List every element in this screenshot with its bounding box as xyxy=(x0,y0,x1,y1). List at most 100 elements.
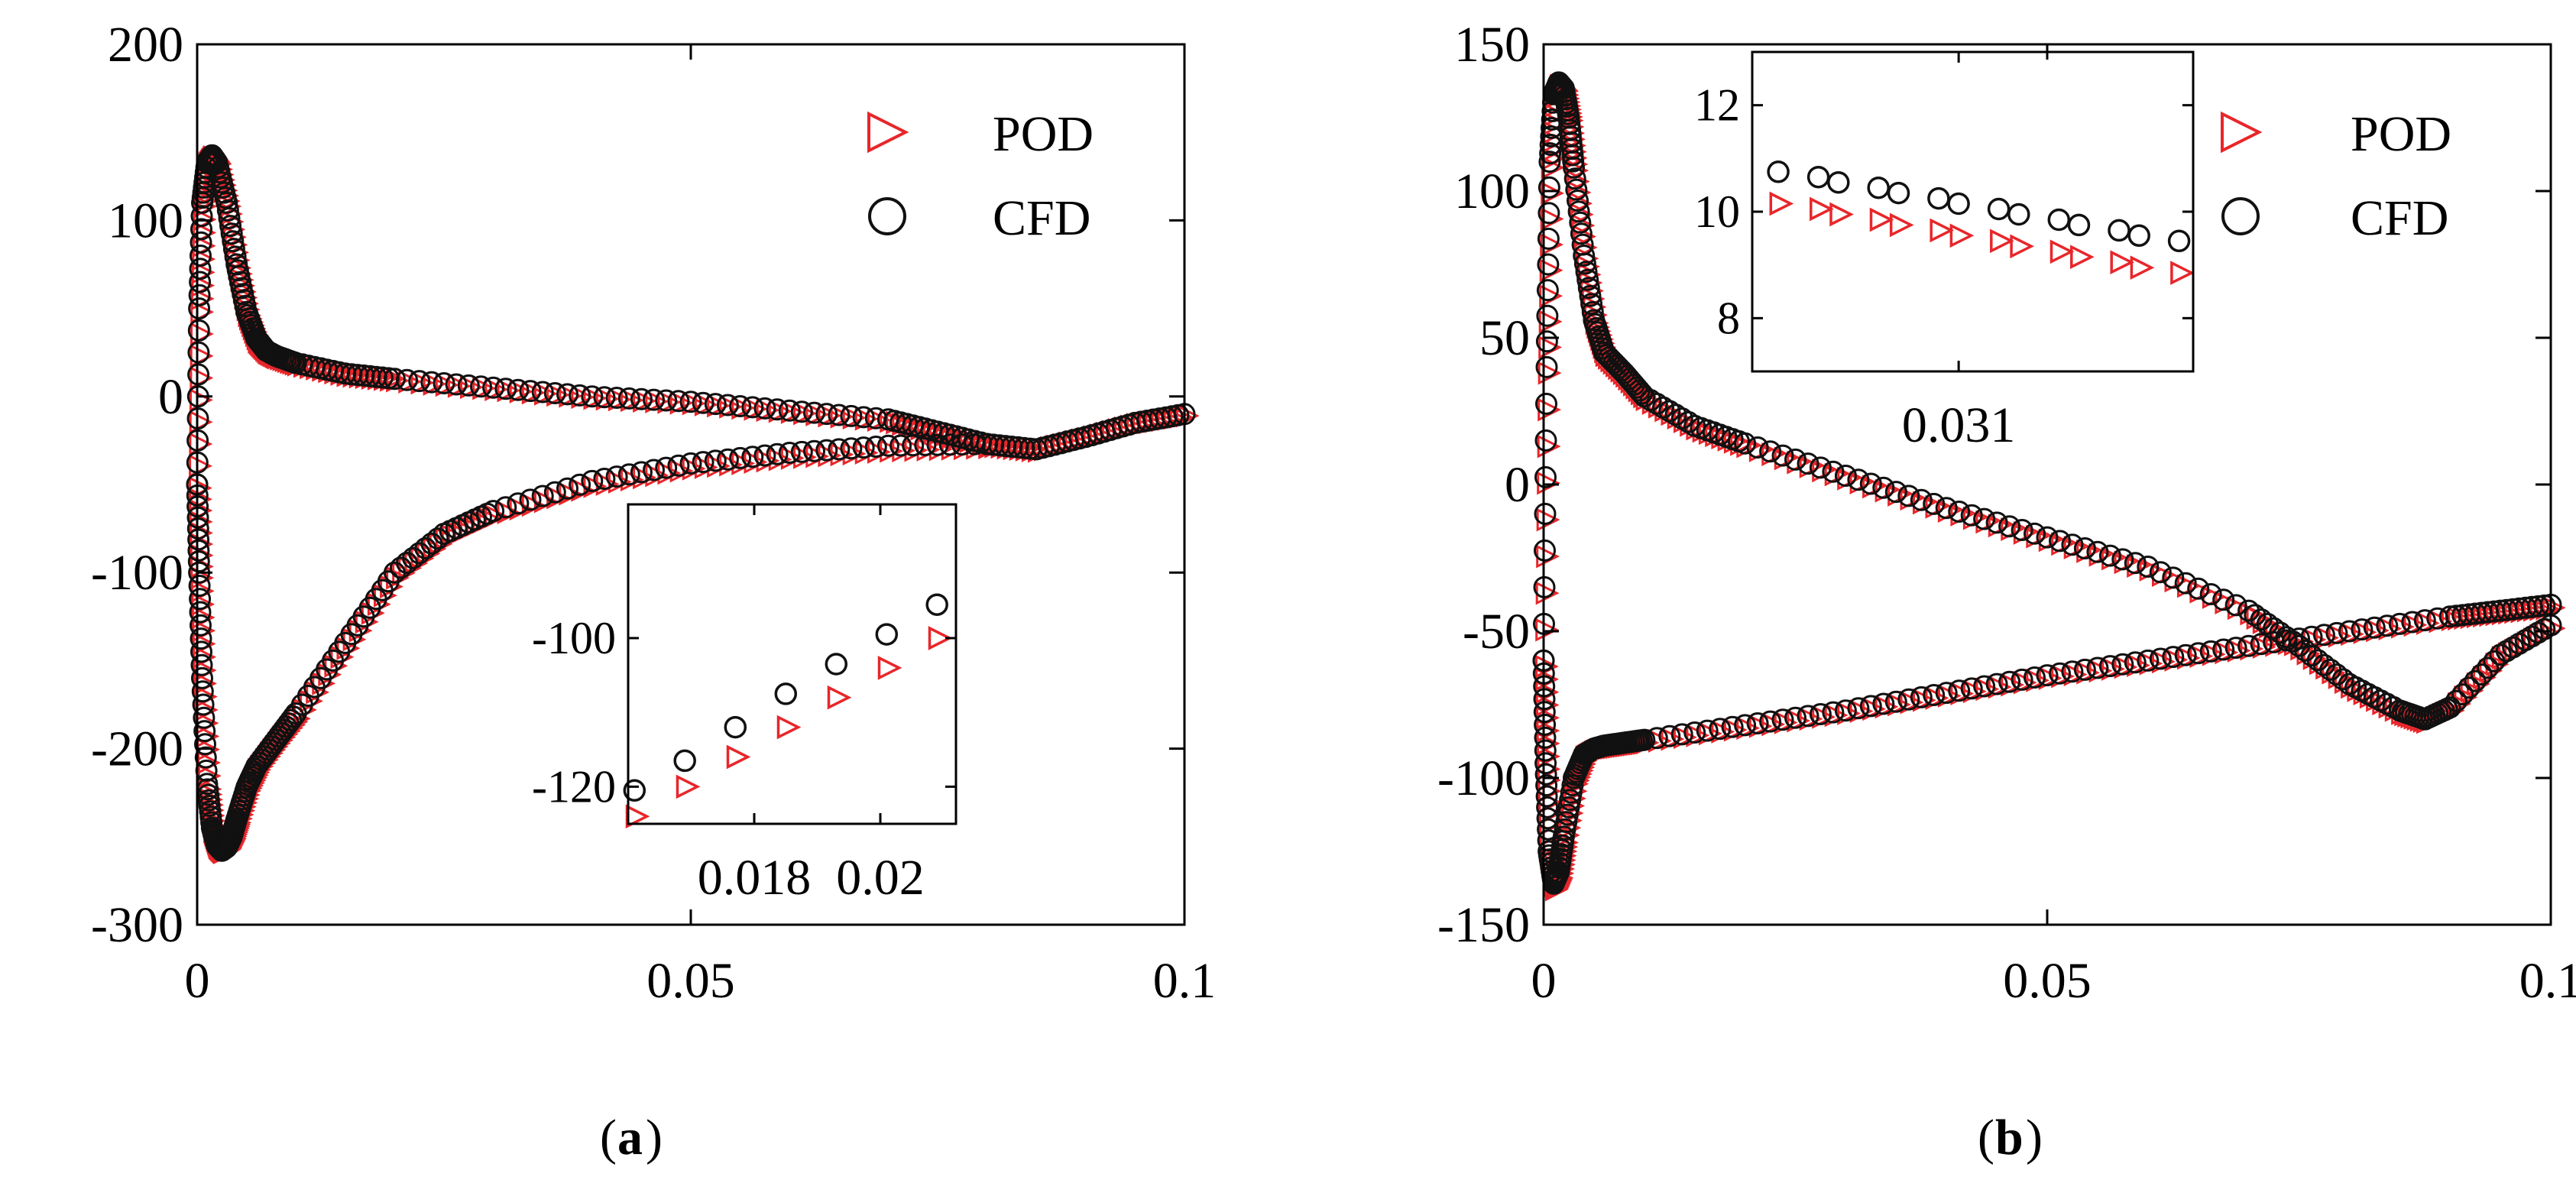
panel-b-cfd-point xyxy=(2199,640,2222,663)
panel-b-cfd-point xyxy=(2212,638,2235,661)
panel-b-cfd-point xyxy=(1573,252,1596,275)
panel-b-cfd-point xyxy=(1563,156,1585,179)
panel-b-cfd-point xyxy=(1537,227,1560,250)
panel-b-cfd-point xyxy=(1555,811,1578,834)
panel-b-inset-pod-point xyxy=(2110,250,2135,275)
panel-b-cfd-point xyxy=(2049,530,2071,553)
panel-b-cfd-point xyxy=(1734,432,1757,455)
panel-b-y-tick-label: 100 xyxy=(1454,164,1530,219)
panel-b-cfd-point xyxy=(2174,643,2197,666)
panel-b-inset-x-tick-label: 0.031 xyxy=(1902,397,2016,453)
panel-a-inset-cfd-point xyxy=(623,779,646,802)
panel-b-inset-pod-point xyxy=(1769,191,1794,216)
panel-b-cfd-point xyxy=(1759,710,1782,733)
panel-b-cfd-point xyxy=(2275,629,2298,652)
panel-a-cfd-point xyxy=(191,680,214,703)
panel-b-cfd-point xyxy=(2049,662,2071,685)
panel-b-cfd-point xyxy=(1960,677,1983,700)
panel-b-ticks: 0 0.05 0.1 -150 -100 -50 0 50 100 150 xyxy=(1437,17,2576,1009)
panel-b-cfd-point xyxy=(1973,507,1996,530)
panel-a-legend-pod-label: POD xyxy=(993,106,1094,162)
panel-a-inset-pod-point xyxy=(776,715,802,740)
panel-a-cfd-point xyxy=(507,492,530,515)
panel-a-x-tick-label: 0 xyxy=(185,953,210,1009)
panel-b-cfd-point xyxy=(1923,492,1946,515)
panel-b-cfd-point xyxy=(2162,646,2185,669)
panel-a-cfd-point xyxy=(219,215,242,238)
panel-b-cfd-point xyxy=(2149,561,2172,584)
panel-b-cfd-point xyxy=(1534,739,1557,762)
panel-b-cfd-point xyxy=(1746,436,1769,459)
panel-a-y-tick-label: 0 xyxy=(158,369,183,425)
panel-a-cfd-point xyxy=(643,459,665,481)
panel-b-cfd-point xyxy=(2011,668,2033,691)
panel-b-cfd-point xyxy=(1759,440,1782,463)
panel-a-cfd-point xyxy=(914,433,937,456)
panel-b-cfd-point xyxy=(2527,595,2549,617)
panel-b-cfd-point xyxy=(1935,497,1958,520)
panel-b-y-tick-label: 150 xyxy=(1454,17,1530,73)
panel-a-cfd-point xyxy=(188,284,211,306)
panel-a-cfd-point xyxy=(222,238,245,261)
panel-b-cfd-point xyxy=(1537,176,1560,199)
panel-b-cfd-point xyxy=(2187,577,2210,600)
panel-b-cfd-point xyxy=(1734,714,1757,737)
panel-b-cfd-point xyxy=(2124,651,2147,674)
panel-b-cfd-point xyxy=(1670,723,1693,746)
panel-a-cfd-point xyxy=(643,388,665,411)
panel-b-legend-pod-label: POD xyxy=(2351,106,2451,162)
panel-b-inset-cfd-point xyxy=(1987,197,2011,221)
panel-b-cfd-point xyxy=(2024,666,2046,689)
panel-a-cfd-point xyxy=(556,477,578,500)
panel-b-cfd-point xyxy=(1534,502,1557,525)
panel-a-cfd-point xyxy=(581,385,604,408)
panel-b-cfd-point xyxy=(1910,686,1933,708)
panel-a-cfd-point xyxy=(188,575,211,597)
panel-b-cfd-point xyxy=(1721,715,1744,738)
panel-b-inset-cfd-point xyxy=(1867,176,1890,199)
panel-a-inset-cfd-point xyxy=(925,593,948,616)
panel-a-main-marks xyxy=(186,144,1200,864)
panel-a-legend-cfd-marker xyxy=(868,197,906,235)
panel-a-cfd-point xyxy=(188,297,211,320)
panel-a-cfd-point xyxy=(215,191,238,214)
panel-b-cfd-point xyxy=(2073,537,2096,559)
panel-b-cfd-point xyxy=(1575,261,1598,284)
panel-b-cfd-point xyxy=(2388,612,2411,635)
panel-b-cfd-point xyxy=(1884,690,1907,713)
panel-b-cfd-point xyxy=(2312,624,2335,647)
panel-a-cfd-point xyxy=(358,365,381,387)
panel-a-cfd-point xyxy=(994,435,1017,458)
panel-b-cfd-point xyxy=(1573,245,1596,267)
panel-b-cfd-point xyxy=(2162,566,2185,589)
panel-a-cfd-point xyxy=(581,469,604,492)
panel-a-cfd-point xyxy=(790,400,813,423)
panel-a-cfd-point xyxy=(766,398,789,421)
panel-a-cfd-point xyxy=(190,653,213,676)
panel-a-cfd-point xyxy=(729,395,752,417)
panel-a-cfd-point xyxy=(741,446,764,468)
panel-b-cfd-point xyxy=(2477,656,2500,679)
panel-b-cfd-point xyxy=(1565,178,1588,201)
panel-a-cfd-point xyxy=(569,473,591,496)
panel-b-cfd-point xyxy=(1709,718,1732,741)
panel-a-cfd-point xyxy=(482,376,505,399)
panel-b-cfd-point xyxy=(1809,456,1832,479)
panel-b-cfd-point xyxy=(1538,151,1561,173)
panel-b-inset-pod-point xyxy=(2130,255,2155,280)
panel-a-caption: ( a ) xyxy=(600,1110,663,1165)
panel-b-inset-cfd-point xyxy=(1887,181,1910,205)
panel-a-inset-pod-point xyxy=(877,656,902,680)
panel-b-cfd-point xyxy=(2288,627,2310,650)
panel-a-cfd-point xyxy=(655,389,678,412)
panel-b-y-tick-label: -150 xyxy=(1437,897,1530,953)
panel-a-cfd-point xyxy=(902,434,925,457)
panel-b-cfd-point xyxy=(2300,625,2323,648)
panel-b-cfd-point xyxy=(2073,658,2096,681)
panel-b-inset-pod-point xyxy=(2170,261,2195,285)
panel-b-cfd-point xyxy=(1897,485,1920,507)
panel-a-cfd-point xyxy=(766,442,789,465)
panel-b-cfd-point xyxy=(2111,653,2134,676)
panel-b-cfd-point xyxy=(2124,552,2147,575)
panel-a-cfd-point xyxy=(189,588,212,611)
